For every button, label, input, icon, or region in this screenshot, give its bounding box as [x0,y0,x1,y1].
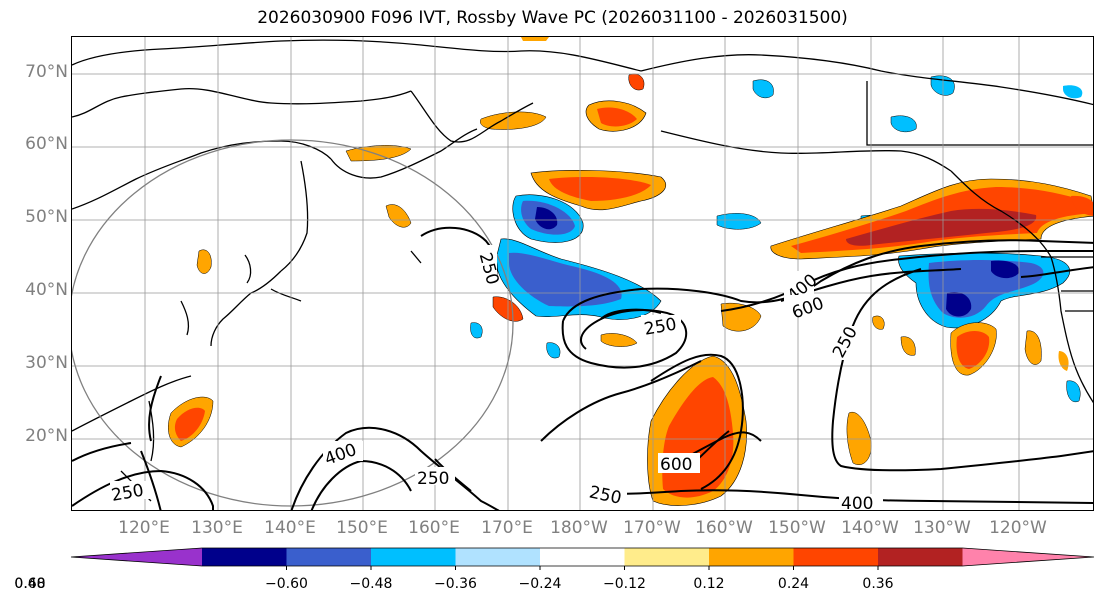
lat-label-20: 20°N [25,426,68,446]
lon-label-170e: 170°E [481,518,533,538]
lat-label-70: 70°N [25,62,68,82]
lon-label-150e: 150°E [336,518,388,538]
lon-label-150w: 150°W [768,518,826,538]
colorbar-bin [878,548,963,566]
lon-label-140w: 140°W [841,518,899,538]
graticule [72,37,1093,510]
colorbar-bin [624,548,710,566]
colorbar-bins [70,547,1095,567]
colorbar-tick-label: −0.48 [349,576,393,592]
lon-label-170w: 170°W [623,518,681,538]
lon-label-120w: 120°W [989,518,1047,538]
colorbar-ticks [286,566,879,570]
colorbar-tick-label: −0.36 [434,576,477,592]
map-svg: 250 250 250 250 250 250 400 400 400 600 … [72,37,1093,511]
colorbar-bin [455,548,541,566]
coastlines [72,39,1093,502]
lon-label-130e: 130°E [191,518,243,538]
colorbar-tick-label: 0.12 [693,576,725,592]
colorbar-extend-high [962,548,1094,566]
map-panel: 250 250 250 250 250 250 400 400 400 600 … [71,36,1094,511]
colorbar-bin [202,548,287,566]
colorbar-bin [709,548,794,566]
lat-label-50: 50°N [25,207,68,227]
lon-label-130w: 130°W [913,518,971,538]
contour-label: 400 [841,494,873,511]
lat-label-60: 60°N [25,134,68,154]
colorbar-tick-label: 0.24 [777,576,810,592]
contour-label: 250 [417,469,449,489]
map-title: 2026030900 F096 IVT, Rossby Wave PC (202… [257,8,848,28]
colorbar-tick-label: −0.24 [518,576,562,592]
colorbar-bin [540,548,625,566]
colorbar-bin [371,548,456,566]
colorbar-outline [70,547,1095,567]
lon-label-140e: 140°E [264,518,316,538]
colorbar-bin [286,548,372,566]
negative-anomaly-fill [470,75,1083,403]
colorbar-tick-label: −0.60 [265,576,308,592]
colorbar-tick-label: 0.60 [14,576,46,592]
lon-label-180w: 180°W [550,518,608,538]
colorbar-bin [793,548,879,566]
colorbar-tick-label: −0.12 [603,576,646,592]
colorbar [70,547,1095,570]
colorbar-tick-label: 0.36 [862,576,894,592]
lon-label-160e: 160°E [408,518,460,538]
lat-label-40: 40°N [25,280,68,300]
colorbar-extend-low [71,548,202,566]
contour-label-layer: 250 250 250 250 250 250 400 400 400 600 … [110,245,883,511]
contour-label: 250 [110,481,145,506]
colorbar-tick-label: 0.48 [14,576,46,592]
contour-label: 250 [643,314,678,339]
contour-label: 600 [660,455,692,475]
lat-label-30: 30°N [25,353,68,373]
lon-label-160w: 160°W [695,518,753,538]
region-circle [72,139,514,507]
lon-label-120e: 120°E [118,518,170,538]
